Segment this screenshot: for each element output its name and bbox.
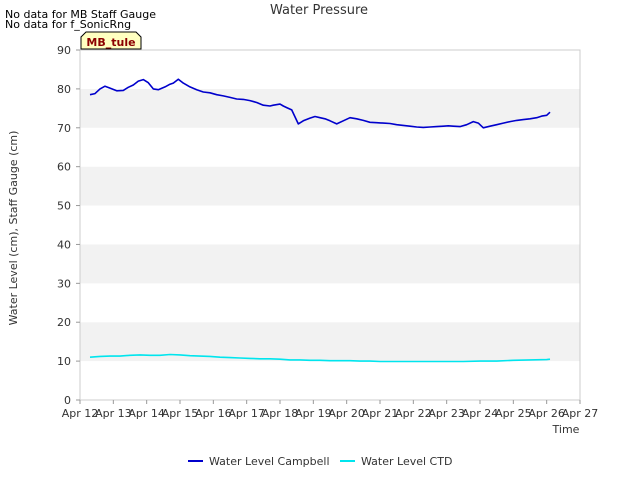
x-tick-label: Apr 26	[528, 407, 565, 420]
x-tick-label: Apr 15	[162, 407, 199, 420]
grid-band	[80, 283, 580, 323]
y-tick-label: 90	[57, 44, 71, 57]
y-axis-label: Water Level (cm), Staff Gauge (cm)	[7, 131, 20, 326]
y-tick-label: 20	[57, 316, 71, 329]
grid-band	[80, 244, 580, 284]
grid-band	[80, 205, 580, 245]
grid-band	[80, 361, 580, 400]
x-tick-label: Apr 17	[228, 407, 265, 420]
x-tick-label: Apr 12	[62, 407, 99, 420]
x-tick-label: Apr 23	[428, 407, 465, 420]
y-tick-label: 0	[64, 394, 71, 407]
x-tick-label: Apr 16	[195, 407, 232, 420]
x-tick-label: Apr 18	[262, 407, 299, 420]
site-label-tag: MB_tule	[80, 31, 142, 50]
plot-frame	[79, 49, 581, 401]
no-data-note-2: No data for f_SonicRng	[5, 18, 132, 31]
x-tick-label: Apr 20	[328, 407, 365, 420]
y-tick-label: 50	[57, 200, 71, 213]
site-label: MB_tule	[86, 36, 135, 49]
y-tick-label: 80	[57, 83, 71, 96]
legend: Water Level Campbell Water Level CTD	[188, 455, 452, 468]
grid-band	[80, 50, 580, 89]
y-tick-label: 30	[57, 277, 71, 290]
grid-band	[80, 166, 580, 206]
y-tick-label: 60	[57, 161, 71, 174]
x-tick-label: Apr 25	[495, 407, 532, 420]
no-data-note-1: No data for MB Staff Gauge	[5, 8, 156, 21]
grid-band	[80, 127, 580, 167]
y-tick-label: 10	[57, 355, 71, 368]
x-tick-label: Apr 22	[395, 407, 432, 420]
legend-label-campbell: Water Level Campbell	[209, 455, 330, 468]
x-tick-label: Apr 14	[128, 407, 165, 420]
series-line-campbell	[89, 78, 551, 129]
y-tick-label: 70	[57, 122, 71, 135]
x-tick-label: Apr 24	[462, 407, 499, 420]
x-axis-label: Time	[552, 423, 580, 436]
y-tick-label: 40	[57, 238, 71, 251]
x-tick-label: Apr 13	[95, 407, 132, 420]
legend-label-ctd: Water Level CTD	[361, 455, 452, 468]
x-tick-label: Apr 19	[295, 407, 332, 420]
x-tick-label: Apr 21	[362, 407, 399, 420]
series-line-ctd	[89, 353, 551, 363]
chart-title: Water Pressure	[270, 3, 368, 18]
x-tick-label: Apr 27	[562, 407, 599, 420]
